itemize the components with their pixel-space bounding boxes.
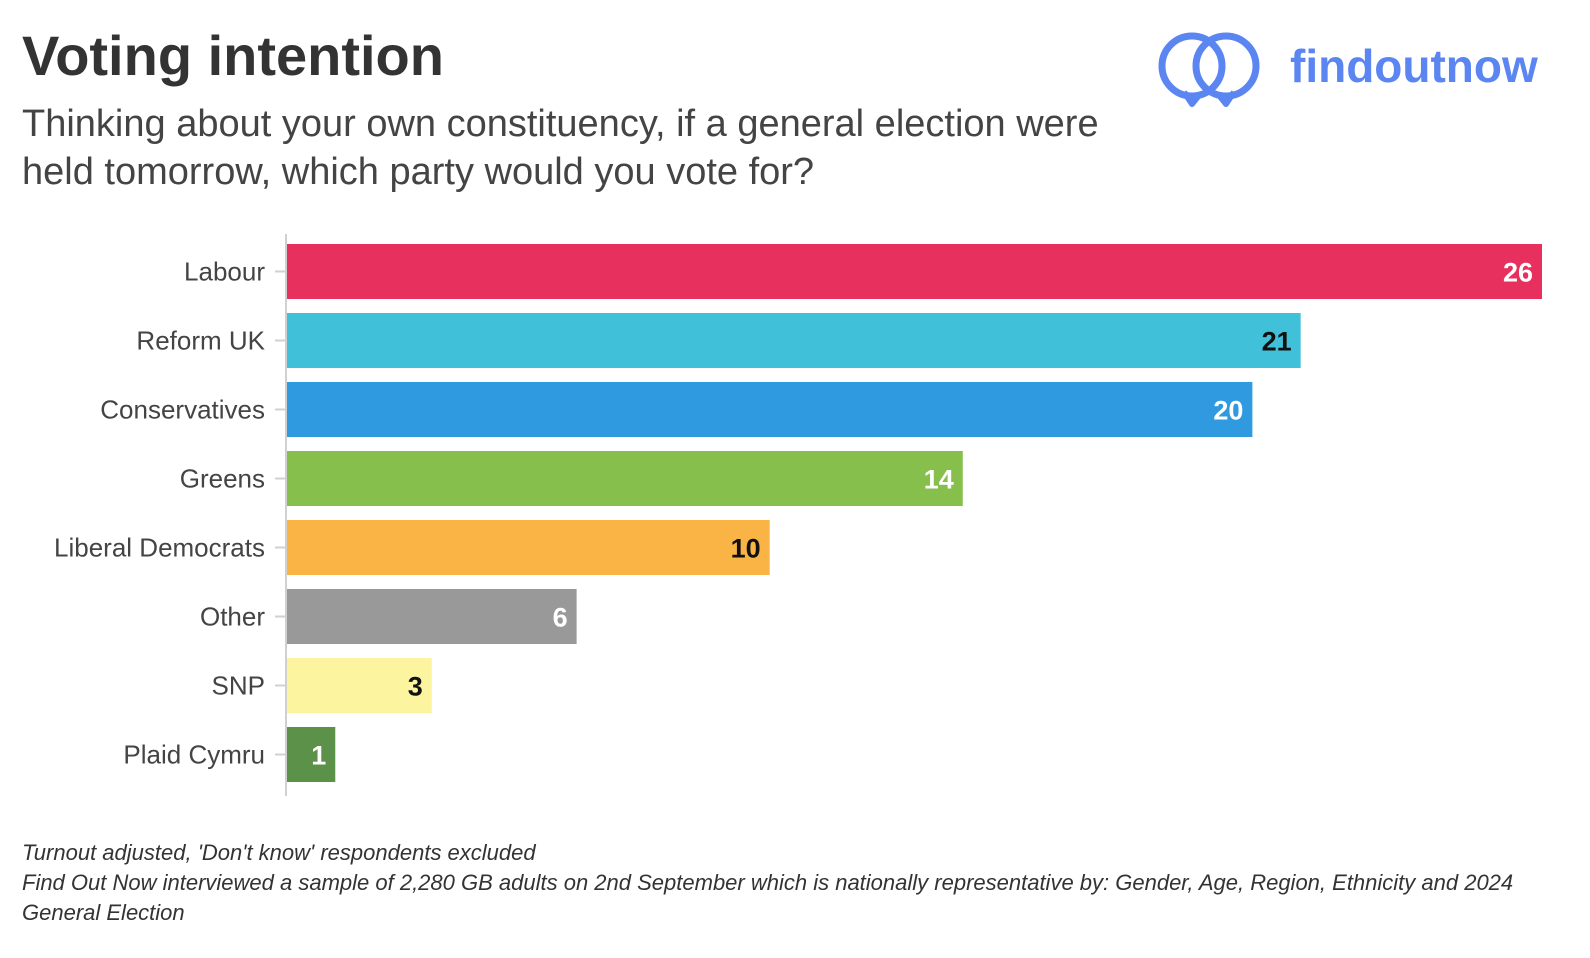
voting-intention-bar-chart: Labour 26 Reform UK 21 Conservatives 20 Greens… <box>54 234 1542 796</box>
category-label: Plaid Cymru <box>123 740 265 770</box>
findoutnow-logo-icon <box>1158 32 1260 107</box>
category-label: Reform UK <box>136 326 265 356</box>
page-subtitle: Thinking about your own constituency, if… <box>22 103 1099 193</box>
category-label: Other <box>200 602 265 632</box>
footnote-sample: Find Out Now interviewed a sample of 2,2… <box>22 870 1514 925</box>
category-label: SNP <box>212 671 265 701</box>
footnote: Turnout adjusted, 'Don't know' responden… <box>22 838 1562 928</box>
bar-value-label: 21 <box>1262 327 1292 357</box>
footnote-method: Turnout adjusted, 'Don't know' responden… <box>22 840 536 865</box>
bar <box>287 727 336 782</box>
bar-value-label: 14 <box>924 465 954 495</box>
category-label: Liberal Democrats <box>54 533 265 563</box>
bar <box>287 244 1542 299</box>
bar <box>287 451 963 506</box>
bar-value-label: 26 <box>1503 258 1533 288</box>
bar <box>287 589 577 644</box>
category-label: Greens <box>180 464 265 494</box>
category-label: Conservatives <box>100 395 265 425</box>
bar-value-label: 20 <box>1213 396 1243 426</box>
bar-value-label: 3 <box>408 672 423 702</box>
bar-value-label: 1 <box>311 741 326 771</box>
bar-value-label: 10 <box>731 534 761 564</box>
bar <box>287 382 1253 437</box>
category-label: Labour <box>184 257 265 287</box>
brand-name: findoutnow <box>1290 40 1538 92</box>
brand-logo: findoutnow <box>1158 30 1570 110</box>
page-title: Voting intention <box>22 24 444 87</box>
bar-value-label: 6 <box>553 603 568 633</box>
bar <box>287 313 1301 368</box>
bar <box>287 520 770 575</box>
bar <box>287 658 432 713</box>
